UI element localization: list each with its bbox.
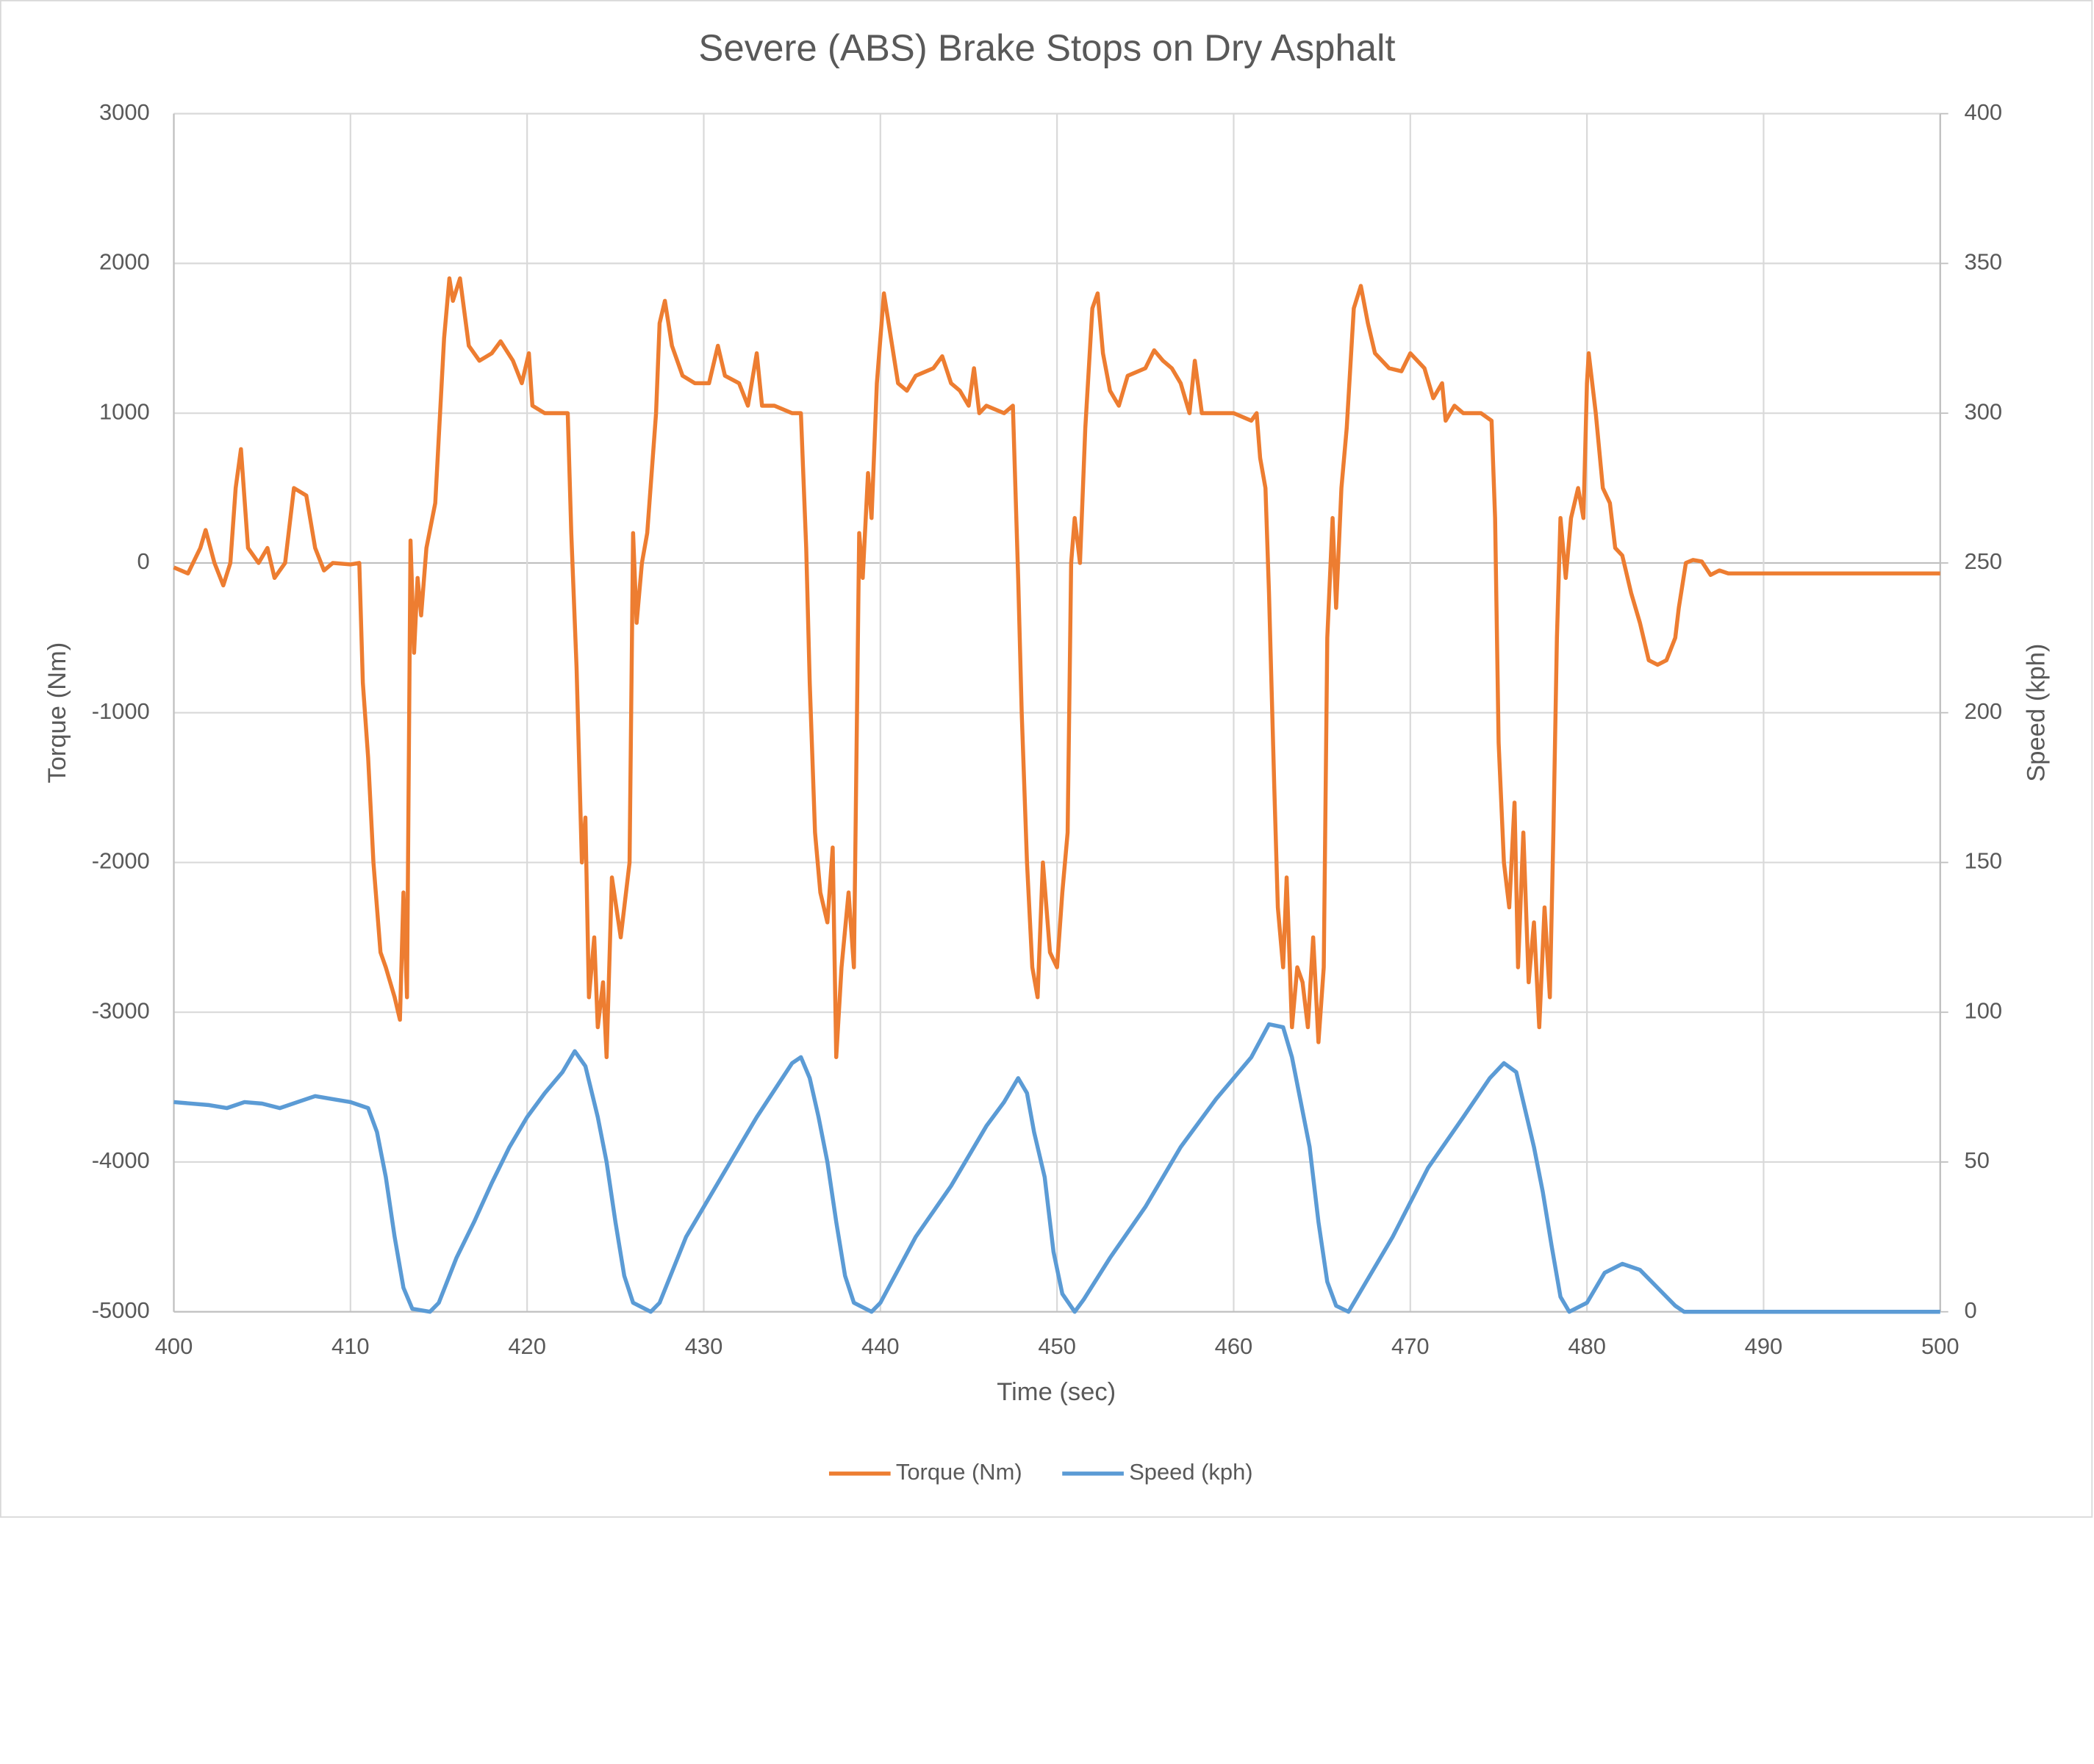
- y-tick-label: 1000: [99, 398, 150, 424]
- y2-tick-label: 300: [1965, 398, 2003, 424]
- y2-tick-label: 150: [1965, 848, 2003, 874]
- x-tick-label: 450: [1038, 1333, 1076, 1359]
- y-tick-label: 3000: [99, 99, 150, 125]
- x-tick-label: 440: [861, 1333, 900, 1359]
- y-tick-label: 2000: [99, 249, 150, 275]
- series-line: [173, 1022, 1940, 1314]
- x-tick-label: 410: [331, 1333, 370, 1359]
- y-tick-label: -3000: [92, 997, 150, 1023]
- x-tick-label: 490: [1745, 1333, 1783, 1359]
- y-tick-label: -1000: [92, 698, 150, 724]
- x-axis-label: Time (sec): [997, 1378, 1116, 1406]
- y2-tick-label: 350: [1965, 249, 2003, 275]
- x-tick-label: 400: [155, 1333, 193, 1359]
- x-tick-label: 500: [1921, 1333, 1959, 1359]
- y2-tick-label: 250: [1965, 548, 2003, 574]
- x-tick-label: 470: [1391, 1333, 1430, 1359]
- legend-label: Speed (kph): [1129, 1459, 1252, 1485]
- x-tick-label: 460: [1215, 1333, 1253, 1359]
- y2-tick-label: 200: [1965, 698, 2003, 724]
- y-axis-label: Torque (Nm): [43, 642, 71, 784]
- x-tick-label: 430: [685, 1333, 723, 1359]
- chart-border: [0, 0, 2093, 1518]
- y-tick-label: 0: [137, 548, 150, 574]
- y2-tick-label: 0: [1965, 1297, 1977, 1323]
- y2-tick-label: 100: [1965, 997, 2003, 1023]
- chart-title: Severe (ABS) Brake Stops on Dry Asphalt: [698, 27, 1395, 69]
- x-tick-label: 480: [1568, 1333, 1606, 1359]
- series-line: [173, 276, 1940, 1060]
- y2-tick-label: 50: [1965, 1147, 1990, 1173]
- y2-tick-label: 400: [1965, 99, 2003, 125]
- legend-label: Torque (Nm): [896, 1459, 1022, 1485]
- y-tick-label: -2000: [92, 848, 150, 874]
- x-tick-label: 420: [508, 1333, 546, 1359]
- y-tick-label: -4000: [92, 1147, 150, 1173]
- y-tick-label: -5000: [92, 1297, 150, 1323]
- y2-axis-label: Speed (kph): [2023, 644, 2051, 782]
